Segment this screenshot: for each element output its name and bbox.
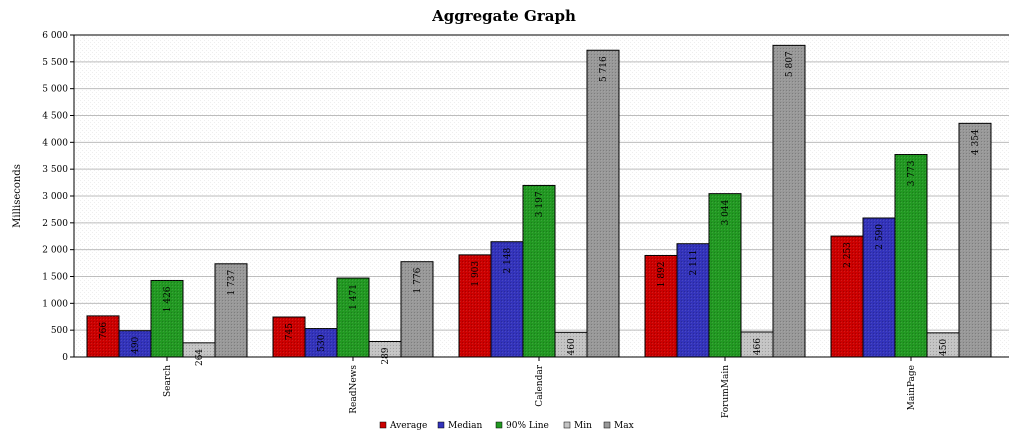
legend-label: 90% Line [506,421,549,431]
bar-texture-overlay [645,255,677,357]
bar-texture-overlay [927,332,959,357]
chart-title: Aggregate Graph [431,7,576,25]
bar-texture-overlay [587,50,619,357]
bar-texture-overlay [305,328,337,357]
legend-swatch-90-line [495,421,503,429]
bar-value-label: 4 354 [971,129,981,155]
x-category-label: Search [163,365,173,397]
y-tick-label: 1 000 [42,299,68,309]
bar-texture-overlay [895,154,927,357]
y-tick-label: 6 000 [42,31,68,41]
legend-swatch-average [379,421,387,429]
y-tick-label: 0 [62,353,68,363]
bar-value-label: 490 [131,336,141,353]
x-category-label: Calendar [535,364,545,406]
bar-texture-overlay [773,45,805,357]
y-tick-label: 3 500 [42,165,68,175]
bar-value-label: 450 [939,339,949,356]
bar-value-label: 5 807 [785,51,795,77]
bar-texture-overlay [741,331,773,357]
bar-texture-overlay [709,193,741,357]
bar-texture-overlay [119,330,151,357]
bar-value-label: 460 [567,338,577,355]
y-tick-label: 2 000 [42,246,68,256]
legend: Average Median 90% Line Min Max [379,421,634,431]
bar-texture-overlay [369,341,401,357]
y-tick-label: 1 500 [42,273,68,283]
bar-value-label: 1 776 [413,267,423,293]
y-axis-label: Milliseconds [12,164,23,228]
y-tick-label: 4 000 [42,138,68,148]
y-tick-label: 500 [51,326,68,336]
bar-texture-overlay [183,342,215,357]
bar-value-label: 1 903 [471,261,481,287]
bar-texture-overlay [151,280,183,357]
bar-value-label: 2 590 [875,224,885,250]
legend-label: Average [389,421,427,431]
bar-texture-overlay [273,317,305,357]
legend-label: Median [448,421,483,431]
bar-texture-overlay [863,218,895,357]
bar-texture-overlay [523,185,555,357]
y-tick-label: 4 500 [42,112,68,122]
bar-value-label: 1 737 [227,270,237,296]
bar-value-label: 2 253 [843,242,853,268]
x-axis: Search ReadNews Calendar ForumMain MainPage [163,357,917,418]
legend-swatch-max [603,421,611,429]
y-tick-label: 5 500 [42,58,68,68]
bar-value-label: 3 197 [535,191,545,217]
bar-value-label: 766 [99,322,109,339]
legend-label: Min [574,421,592,431]
bar-value-label: 745 [285,323,295,340]
bar-texture-overlay [555,332,587,357]
bar-value-label: 2 111 [689,250,699,276]
bar-value-label: 1 426 [163,286,173,312]
legend-label: Max [614,421,634,431]
bar-texture-overlay [491,241,523,357]
bar-texture-overlay [459,254,491,357]
bar-value-label: 3 773 [907,160,917,186]
bar-value-label: 466 [753,338,763,355]
bars-group [86,44,992,358]
y-tick-label: 2 500 [42,219,68,229]
bar-value-label: 2 148 [503,247,513,273]
bar-texture-overlay [959,123,991,358]
bar-value-label: 530 [317,334,327,351]
bar-texture-overlay [87,315,119,357]
legend-swatch-min [563,421,571,429]
bar-texture-overlay [215,263,247,357]
bar-texture-overlay [401,261,433,357]
y-tick-label: 5 000 [42,85,68,95]
y-axis: 0 500 1 000 1 500 2 000 2 500 3 000 3 500 4 000 4… [42,31,74,363]
bar-value-label: 1 892 [657,261,667,287]
bar-value-label: 289 [381,347,391,364]
bar-value-label: 3 044 [721,199,731,225]
bar-texture-overlay [831,236,863,357]
x-category-label: ForumMain [721,365,731,418]
bar-value-label: 1 471 [349,284,359,310]
x-category-label: MainPage [907,365,917,410]
y-tick-label: 3 000 [42,192,68,202]
bar-texture-overlay [337,278,369,357]
bar-texture-overlay [677,243,709,357]
legend-swatch-median [437,421,445,429]
x-category-label: ReadNews [349,365,359,414]
bar-value-label: 5 716 [599,56,609,82]
